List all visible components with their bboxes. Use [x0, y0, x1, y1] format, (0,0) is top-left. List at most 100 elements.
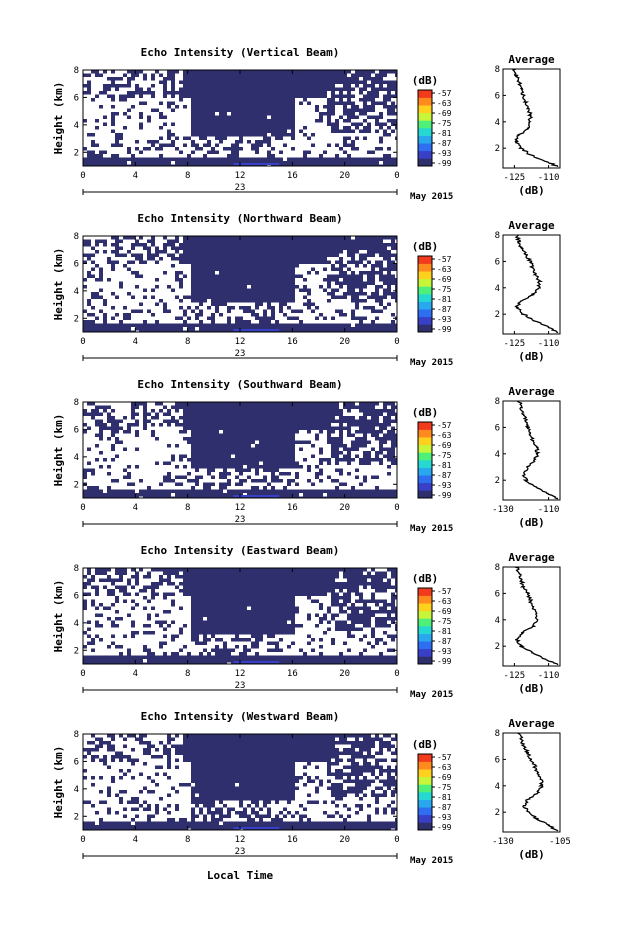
- x-axis: 0 4 8 12 16 20 0: [80, 70, 400, 181]
- colorbar-swatch: [418, 452, 432, 461]
- colorbar-tick-label: -63: [437, 265, 452, 274]
- colorbar-tick-label: -57: [437, 255, 452, 264]
- y-tick-label: 4: [74, 121, 79, 131]
- profile-y-tick-label: 8: [495, 397, 500, 407]
- y-tick-label: 2: [74, 646, 79, 656]
- x-tick-label: 0: [394, 503, 399, 513]
- colorbar-swatch: [418, 588, 432, 596]
- x-tick-label: 4: [133, 171, 138, 181]
- profile-y-tick-label: 2: [495, 310, 500, 320]
- x-tick-label: 8: [185, 503, 190, 513]
- profile-line: [516, 400, 559, 500]
- x-axis: 0 4 8 12 16 20 0: [80, 568, 400, 679]
- x-tick-label: 0: [80, 835, 85, 845]
- colorbar-swatch: [418, 301, 432, 310]
- day-label: 23: [235, 515, 246, 525]
- x-tick-label: 8: [185, 669, 190, 679]
- profile-x-tick-label: -110: [538, 505, 560, 515]
- colorbar-tick-label: -81: [437, 129, 452, 138]
- y-tick-label: 4: [74, 453, 79, 463]
- x-tick-label: 20: [339, 835, 350, 845]
- profile-frame: [502, 234, 561, 335]
- profile-y-tick-label: 6: [495, 257, 500, 267]
- colorbar-tick-label: -63: [437, 431, 452, 440]
- colorbar-swatch: [418, 128, 432, 136]
- x-axis: 0 4 8 12 16 20 0: [80, 734, 400, 845]
- x-tick-label: 20: [339, 171, 350, 181]
- colorbar-swatch: [418, 97, 432, 106]
- profile-x-tick-label: -130: [492, 837, 514, 847]
- colorbar-swatch: [418, 467, 432, 476]
- colorbar-tick-label: -69: [437, 109, 452, 118]
- y-tick-label: 6: [74, 591, 79, 601]
- x-axis: 0 4 8 12 16 20 0: [80, 402, 400, 513]
- ground-echo: [233, 661, 280, 663]
- x-tick-label: 0: [394, 835, 399, 845]
- colorbar-swatch: [418, 256, 432, 264]
- profile-x-label: (dB): [518, 516, 545, 529]
- x-tick-label: 20: [339, 669, 350, 679]
- colorbar-swatch: [418, 429, 432, 438]
- y-tick-label: 6: [74, 259, 79, 269]
- y-axis-label: Height (km): [52, 248, 65, 321]
- x-tick-label: 0: [80, 337, 85, 347]
- y-tick-label: 6: [74, 93, 79, 103]
- colorbar-swatch: [418, 112, 432, 121]
- colorbar-frame: [417, 421, 433, 499]
- colorbar-tick-label: -81: [437, 793, 452, 802]
- beam-panel-0: Echo Intensity (Vertical Beam) Height (km…: [52, 46, 561, 202]
- profile-y-tick-label: 2: [495, 808, 500, 818]
- colorbar-tick-label: -75: [437, 119, 452, 128]
- profile-frame: [502, 400, 561, 501]
- profile-title: Average: [508, 717, 555, 730]
- colorbar-tick-label: -75: [437, 617, 452, 626]
- colorbar-unit: (dB): [412, 74, 439, 87]
- colorbar-swatch: [418, 814, 432, 823]
- profile-x-tick-label: -110: [538, 671, 560, 681]
- panel-title: Echo Intensity (Northward Beam): [137, 212, 342, 225]
- y-tick-label: 8: [74, 730, 79, 740]
- date-label: May 2015: [410, 358, 453, 368]
- colorbar-swatch: [418, 792, 432, 800]
- colorbar-tick-label: -87: [437, 139, 452, 148]
- colorbar-frame: [417, 753, 433, 831]
- x-tick-label: 12: [235, 835, 246, 845]
- colorbar-swatch: [418, 769, 432, 778]
- x-tick-label: 20: [339, 337, 350, 347]
- colorbar-swatch: [418, 294, 432, 302]
- x-tick-label: 0: [394, 171, 399, 181]
- profile-y-tick-label: 6: [495, 589, 500, 599]
- colorbar-tick-label: -63: [437, 597, 452, 606]
- y-tick-label: 8: [74, 564, 79, 574]
- date-label: May 2015: [410, 690, 453, 700]
- colorbar-tick-label: -87: [437, 803, 452, 812]
- colorbar-swatch: [418, 482, 432, 491]
- profile-x-label: (dB): [518, 184, 545, 197]
- colorbar-tick-label: -57: [437, 421, 452, 430]
- colorbar-swatch: [418, 135, 432, 144]
- colorbar-swatch: [418, 263, 432, 272]
- colorbar-swatch: [418, 90, 432, 98]
- colorbar-tick-label: -69: [437, 275, 452, 284]
- profile-line: [514, 234, 559, 334]
- x-tick-label: 20: [339, 503, 350, 513]
- beam-panel-2: Echo Intensity (Southward Beam) Height (k…: [52, 378, 561, 534]
- colorbar-frame: [417, 255, 433, 333]
- panel-title: Echo Intensity (Westward Beam): [141, 710, 340, 723]
- profile-y-tick-label: 2: [495, 476, 500, 486]
- profile-x-tick-label: -110: [538, 339, 560, 349]
- day-label: 23: [235, 847, 246, 857]
- profile-y-tick-label: 8: [495, 729, 500, 739]
- profile-x-label: (dB): [518, 682, 545, 695]
- x-tick-label: 4: [133, 337, 138, 347]
- y-tick-label: 4: [74, 785, 79, 795]
- beam-panel-1: Echo Intensity (Northward Beam) Height (k…: [52, 212, 561, 368]
- colorbar-swatch: [418, 105, 432, 114]
- colorbar-swatch: [418, 807, 432, 816]
- profile-x-tick-label: -110: [538, 173, 560, 183]
- ground-echo: [233, 329, 280, 331]
- echo-mask: [83, 236, 399, 334]
- colorbar-tick-label: -99: [437, 325, 452, 334]
- x-tick-label: 0: [80, 669, 85, 679]
- x-tick-label: 16: [287, 337, 298, 347]
